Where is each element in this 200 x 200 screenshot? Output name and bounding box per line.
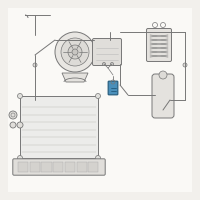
Bar [65, 162, 75, 172]
FancyBboxPatch shape [108, 81, 118, 95]
Circle shape [17, 122, 23, 128]
Circle shape [33, 63, 37, 67]
Circle shape [110, 62, 114, 66]
Circle shape [61, 38, 89, 66]
Bar [53, 162, 63, 172]
Circle shape [68, 45, 82, 59]
Polygon shape [62, 73, 88, 82]
Circle shape [183, 63, 187, 67]
Circle shape [9, 111, 17, 119]
Bar [30, 162, 40, 172]
Circle shape [72, 49, 78, 55]
Bar [77, 162, 87, 172]
Circle shape [18, 94, 22, 98]
Circle shape [10, 122, 16, 128]
FancyBboxPatch shape [146, 28, 172, 62]
Bar [41, 162, 52, 172]
Bar [18, 162, 28, 172]
FancyBboxPatch shape [152, 74, 174, 118]
FancyBboxPatch shape [92, 38, 122, 66]
Circle shape [96, 156, 101, 160]
Circle shape [96, 94, 101, 98]
FancyBboxPatch shape [13, 159, 105, 175]
Circle shape [18, 156, 22, 160]
Bar [88, 162, 98, 172]
Circle shape [55, 32, 95, 72]
Circle shape [159, 71, 167, 79]
Bar [20, 96, 98, 158]
Circle shape [102, 62, 106, 66]
